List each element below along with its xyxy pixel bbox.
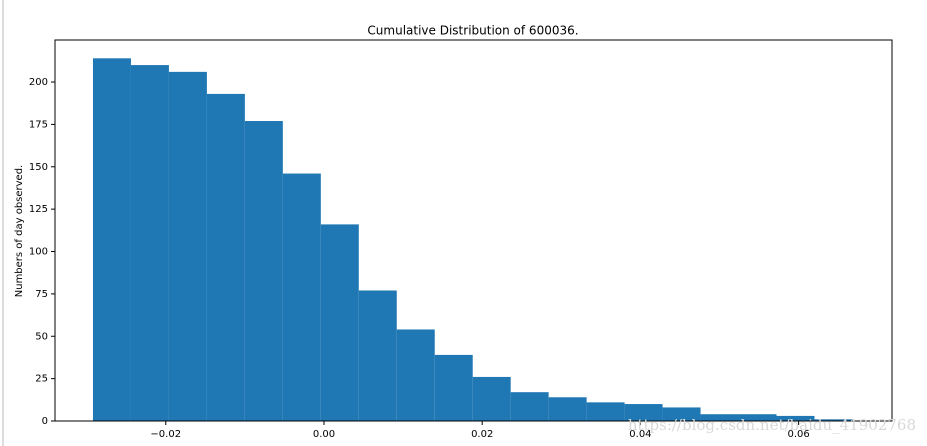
y-tick-label: 200: [29, 77, 48, 88]
bar: [624, 404, 663, 421]
bar: [776, 415, 815, 421]
bar: [244, 121, 283, 422]
bar: [282, 173, 321, 421]
y-tick-label: 175: [29, 119, 48, 130]
bar: [358, 290, 397, 421]
y-tick-label: 0: [42, 416, 48, 427]
chart-title: Cumulative Distribution of 600036.: [367, 24, 578, 38]
bar: [472, 376, 511, 421]
x-tick-label: 0.02: [471, 429, 493, 440]
plot-frame: [54, 39, 893, 422]
bar: [130, 65, 169, 422]
bar: [700, 414, 739, 421]
y-tick-label: 125: [29, 204, 48, 215]
y-tick-label: 100: [29, 247, 48, 258]
bar: [662, 407, 701, 421]
bar: [586, 402, 625, 421]
y-tick-label: 50: [35, 331, 48, 342]
x-tick-label: 0.00: [313, 429, 335, 440]
bar: [92, 58, 131, 422]
x-tick-label: 0.06: [788, 429, 810, 440]
bar: [434, 354, 473, 421]
bar: [510, 392, 549, 421]
watermark: https://blog.csdn.net/baidu_41902768: [628, 416, 916, 434]
y-tick-label: 75: [35, 289, 48, 300]
x-tick-label: −0.02: [150, 429, 181, 440]
bar: [738, 414, 777, 421]
y-axis-label: Numbers of day observed.: [14, 165, 25, 298]
bar: [396, 329, 435, 421]
bar: [814, 419, 853, 421]
y-tick-label: 25: [35, 374, 48, 385]
bar: [168, 71, 207, 422]
bar: [548, 397, 587, 421]
bar: [206, 93, 245, 421]
bar: [320, 224, 359, 421]
x-tick-label: 0.04: [629, 429, 651, 440]
y-tick-label: 150: [29, 162, 48, 173]
